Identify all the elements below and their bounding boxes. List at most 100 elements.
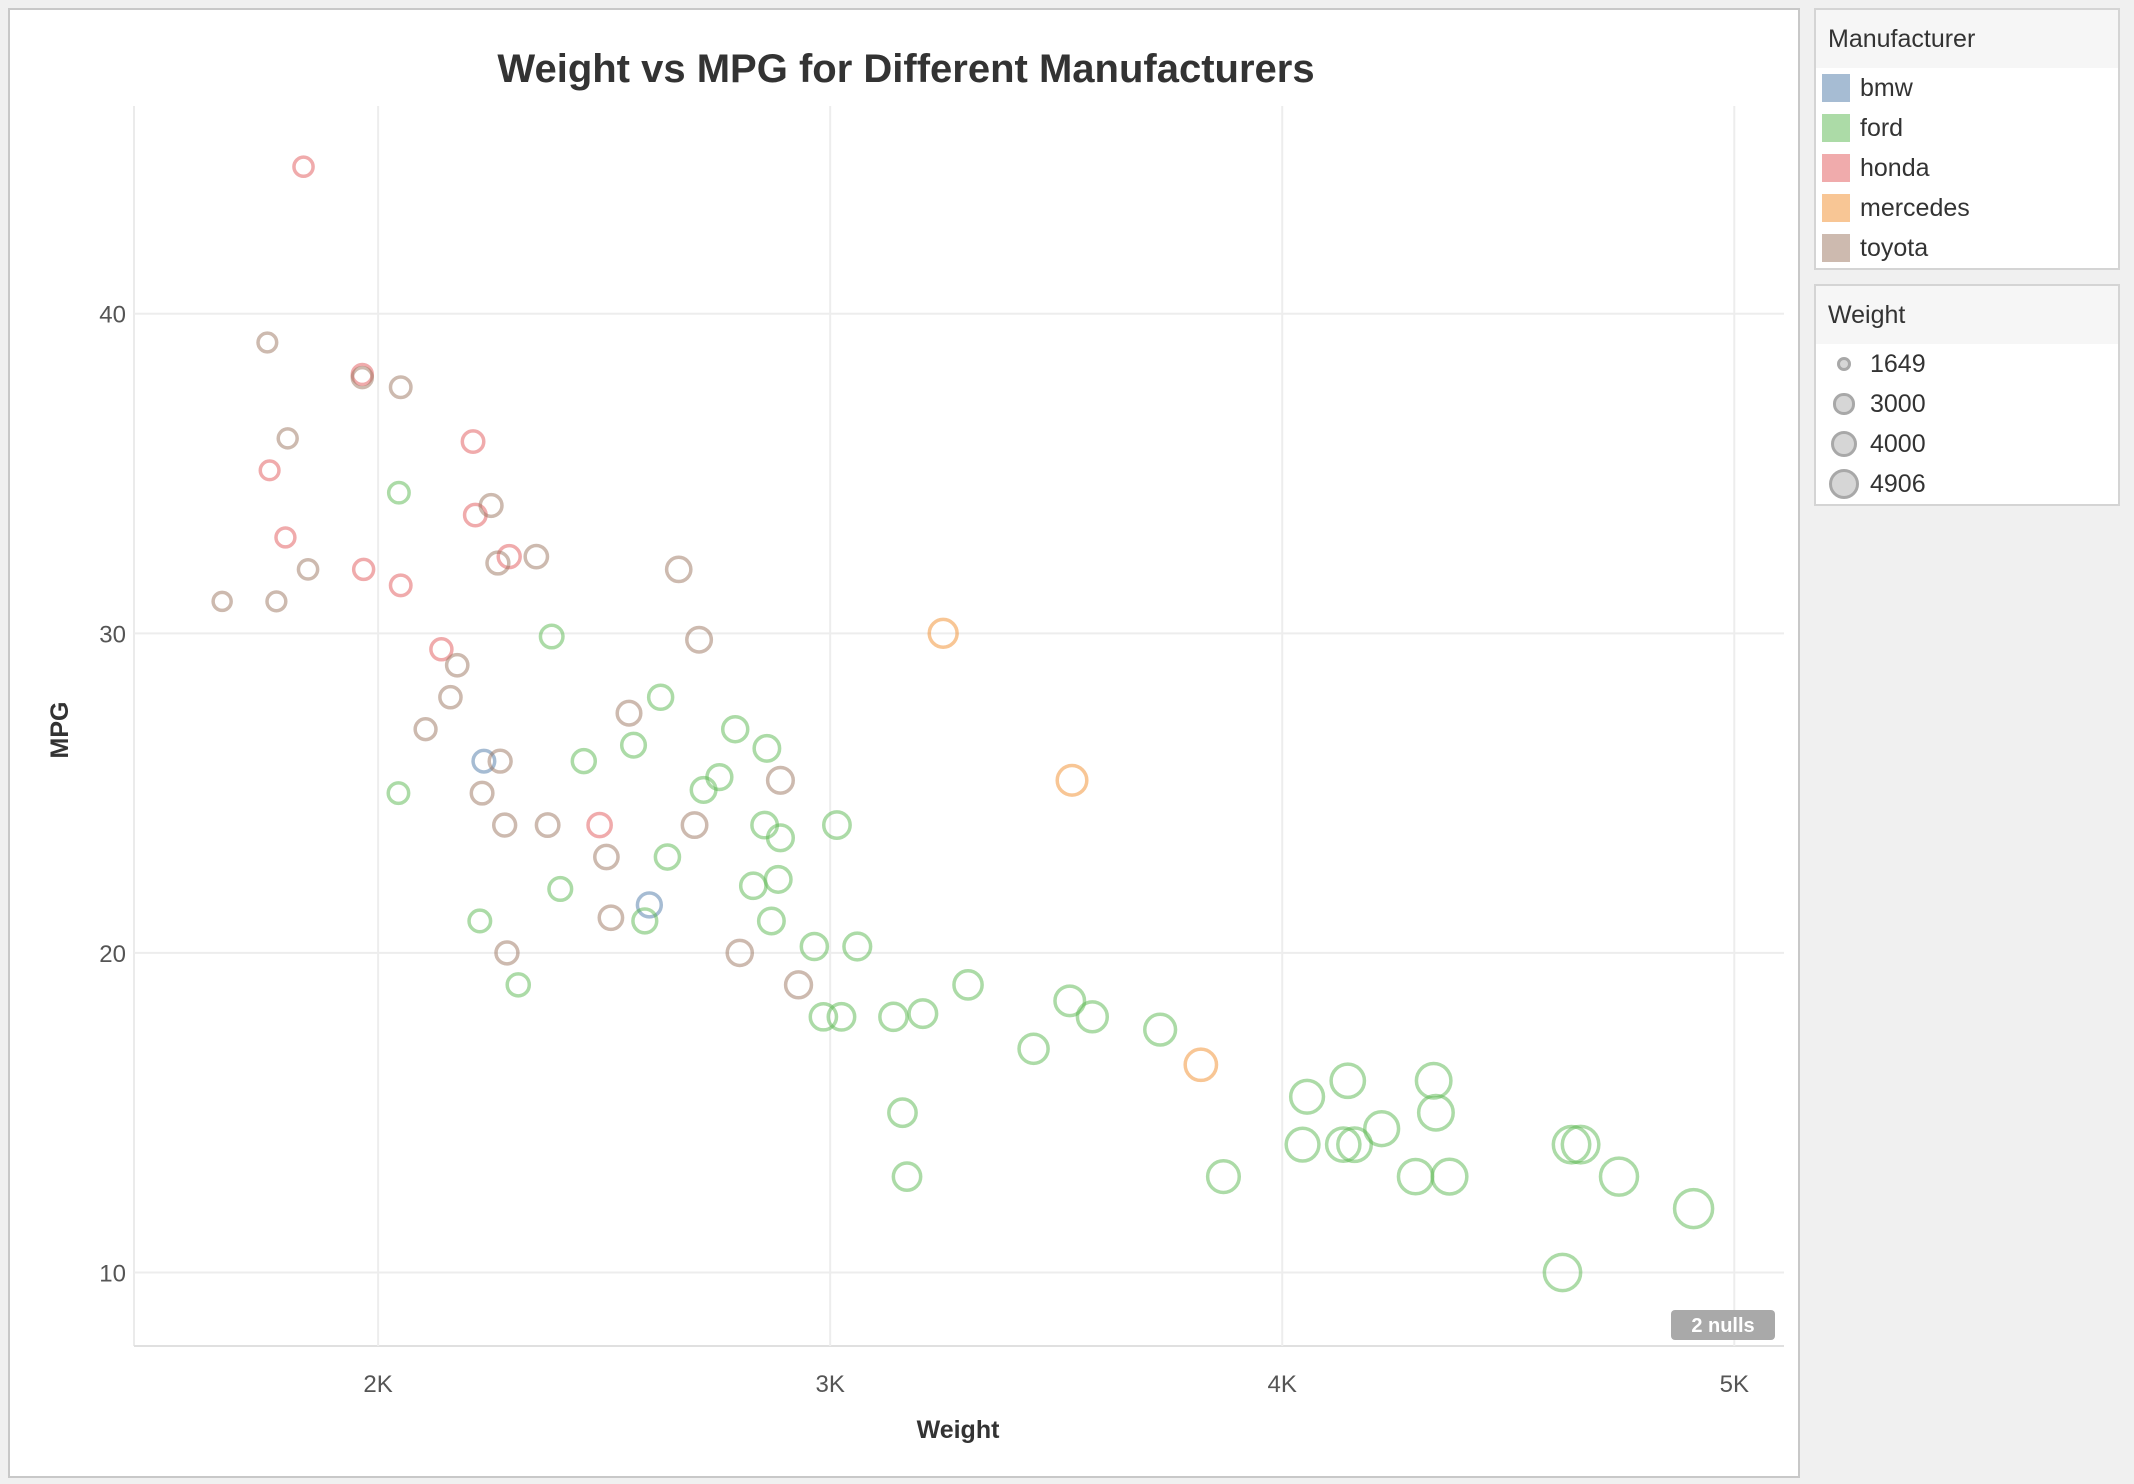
legend-item-toyota[interactable]: toyota bbox=[1816, 228, 2118, 268]
size-legend-item[interactable]: 4000 bbox=[1816, 424, 2118, 464]
data-point-ford[interactable] bbox=[720, 714, 750, 744]
data-point-ford[interactable] bbox=[1143, 1012, 1178, 1047]
data-point-ford[interactable] bbox=[765, 823, 795, 853]
data-point-toyota[interactable] bbox=[491, 812, 518, 838]
data-point-ford[interactable] bbox=[952, 969, 984, 1001]
data-point-ford[interactable] bbox=[891, 1161, 923, 1193]
data-point-toyota[interactable] bbox=[487, 748, 513, 774]
data-point-ford[interactable] bbox=[826, 1001, 857, 1032]
data-point-toyota[interactable] bbox=[685, 625, 714, 654]
data-point-ford[interactable] bbox=[631, 907, 659, 935]
data-point-ford[interactable] bbox=[547, 875, 574, 903]
data-point-toyota[interactable] bbox=[597, 904, 625, 932]
legend-item-ford[interactable]: ford bbox=[1816, 108, 2118, 148]
data-point-toyota[interactable] bbox=[494, 940, 520, 966]
data-point-honda[interactable] bbox=[388, 573, 413, 598]
data-point-ford[interactable] bbox=[570, 747, 598, 775]
data-point-ford[interactable] bbox=[538, 623, 565, 650]
data-point-honda[interactable] bbox=[429, 637, 454, 662]
data-point-ford[interactable] bbox=[756, 906, 786, 936]
data-point-toyota[interactable] bbox=[211, 590, 233, 613]
data-point-ford[interactable] bbox=[822, 810, 852, 841]
data-point-ford[interactable] bbox=[1075, 1000, 1110, 1034]
data-point-toyota[interactable] bbox=[485, 550, 511, 576]
data-point-ford[interactable] bbox=[467, 908, 493, 934]
data-point-toyota[interactable] bbox=[350, 365, 375, 390]
data-point-toyota[interactable] bbox=[725, 938, 755, 968]
data-point-toyota[interactable] bbox=[444, 652, 470, 678]
data-point-ford[interactable] bbox=[1551, 1124, 1592, 1165]
data-point-ford[interactable] bbox=[1017, 1032, 1050, 1066]
data-point-ford[interactable] bbox=[689, 775, 718, 804]
data-point-ford[interactable] bbox=[799, 931, 830, 962]
size-legend-item[interactable]: 3000 bbox=[1816, 384, 2118, 424]
data-point-honda[interactable] bbox=[462, 502, 488, 528]
data-point-ford[interactable] bbox=[505, 972, 532, 998]
data-point-ford[interactable] bbox=[1329, 1062, 1367, 1100]
data-point-ford[interactable] bbox=[386, 781, 411, 806]
data-point-bmw[interactable] bbox=[635, 891, 664, 919]
data-point-ford[interactable] bbox=[1560, 1124, 1601, 1165]
data-point-ford[interactable] bbox=[1288, 1078, 1326, 1115]
data-point-ford[interactable] bbox=[1396, 1157, 1435, 1196]
data-point-toyota[interactable] bbox=[765, 765, 795, 795]
data-point-toyota[interactable] bbox=[388, 375, 413, 400]
data-point-mercedes[interactable] bbox=[927, 617, 959, 649]
data-point-ford[interactable] bbox=[738, 871, 768, 901]
data-point-honda[interactable] bbox=[460, 429, 486, 455]
data-point-toyota[interactable] bbox=[615, 699, 643, 727]
legend-item-mercedes[interactable]: mercedes bbox=[1816, 188, 2118, 228]
data-point-ford[interactable] bbox=[1672, 1187, 1715, 1230]
data-point-bmw[interactable] bbox=[471, 748, 497, 774]
size-legend-item[interactable]: 4906 bbox=[1816, 464, 2118, 504]
data-point-mercedes[interactable] bbox=[1055, 763, 1089, 797]
data-point-ford[interactable] bbox=[1336, 1126, 1374, 1164]
data-point-toyota[interactable] bbox=[438, 684, 463, 710]
data-point-ford[interactable] bbox=[763, 864, 793, 894]
data-point-ford[interactable] bbox=[1542, 1252, 1583, 1293]
data-point-toyota[interactable] bbox=[534, 812, 561, 839]
data-point-ford[interactable] bbox=[619, 731, 648, 759]
legend-item-bmw[interactable]: bmw bbox=[1816, 68, 2118, 108]
data-point-honda[interactable] bbox=[351, 557, 376, 582]
data-point-ford[interactable] bbox=[752, 733, 782, 763]
data-point-toyota[interactable] bbox=[276, 427, 299, 450]
data-point-toyota[interactable] bbox=[469, 780, 495, 806]
data-point-ford[interactable] bbox=[1598, 1156, 1640, 1197]
data-point-mercedes[interactable] bbox=[1183, 1047, 1219, 1083]
data-point-ford[interactable] bbox=[1324, 1126, 1362, 1164]
nulls-badge[interactable]: 2 nulls bbox=[1671, 1310, 1775, 1340]
data-point-toyota[interactable] bbox=[523, 543, 550, 570]
size-legend-item[interactable]: 1649 bbox=[1816, 344, 2118, 384]
data-point-ford[interactable] bbox=[386, 480, 411, 505]
data-point-ford[interactable] bbox=[1205, 1159, 1242, 1195]
data-point-ford[interactable] bbox=[653, 843, 682, 871]
data-point-ford[interactable] bbox=[1414, 1061, 1453, 1100]
data-point-ford[interactable] bbox=[1416, 1093, 1455, 1132]
data-point-ford[interactable] bbox=[1363, 1110, 1401, 1148]
data-point-toyota[interactable] bbox=[593, 843, 620, 871]
data-point-ford[interactable] bbox=[1053, 984, 1087, 1018]
data-point-ford[interactable] bbox=[808, 1001, 839, 1032]
data-point-ford[interactable] bbox=[878, 1001, 909, 1033]
data-point-toyota[interactable] bbox=[664, 555, 693, 584]
data-point-honda[interactable] bbox=[274, 526, 297, 549]
data-point-ford[interactable] bbox=[1284, 1126, 1321, 1163]
data-point-ford[interactable] bbox=[646, 683, 675, 711]
data-point-toyota[interactable] bbox=[413, 717, 438, 742]
data-point-ford[interactable] bbox=[705, 762, 734, 792]
data-point-toyota[interactable] bbox=[478, 492, 504, 519]
data-point-ford[interactable] bbox=[887, 1097, 918, 1129]
data-point-honda[interactable] bbox=[258, 459, 281, 482]
data-point-toyota[interactable] bbox=[256, 331, 279, 354]
data-point-ford[interactable] bbox=[842, 931, 873, 962]
data-point-toyota[interactable] bbox=[783, 970, 814, 1000]
data-point-ford[interactable] bbox=[907, 998, 939, 1030]
data-point-toyota[interactable] bbox=[265, 590, 288, 613]
data-point-toyota[interactable] bbox=[680, 811, 709, 840]
data-point-toyota[interactable] bbox=[296, 558, 320, 581]
data-point-ford[interactable] bbox=[1430, 1157, 1469, 1196]
data-point-honda[interactable] bbox=[292, 155, 315, 179]
legend-item-honda[interactable]: honda bbox=[1816, 148, 2118, 188]
data-point-honda[interactable] bbox=[586, 811, 613, 839]
